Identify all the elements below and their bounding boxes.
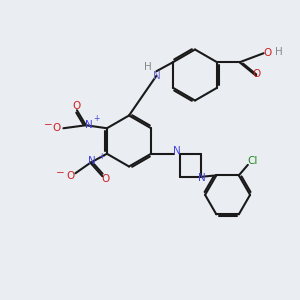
Text: O: O xyxy=(67,171,75,181)
Text: N: N xyxy=(173,146,181,156)
Text: N: N xyxy=(88,156,96,166)
Text: O: O xyxy=(53,123,61,133)
Text: −: − xyxy=(44,120,53,130)
Text: O: O xyxy=(252,69,260,79)
Text: −: − xyxy=(56,168,65,178)
Text: H: H xyxy=(144,62,152,72)
Text: N: N xyxy=(152,71,160,81)
Text: N: N xyxy=(198,173,206,183)
Text: Cl: Cl xyxy=(247,156,257,166)
Text: +: + xyxy=(93,114,100,123)
Text: O: O xyxy=(263,48,271,58)
Text: H: H xyxy=(275,47,283,57)
Text: O: O xyxy=(73,101,81,111)
Text: N: N xyxy=(85,120,93,130)
Text: +: + xyxy=(98,152,104,161)
Text: O: O xyxy=(101,174,110,184)
